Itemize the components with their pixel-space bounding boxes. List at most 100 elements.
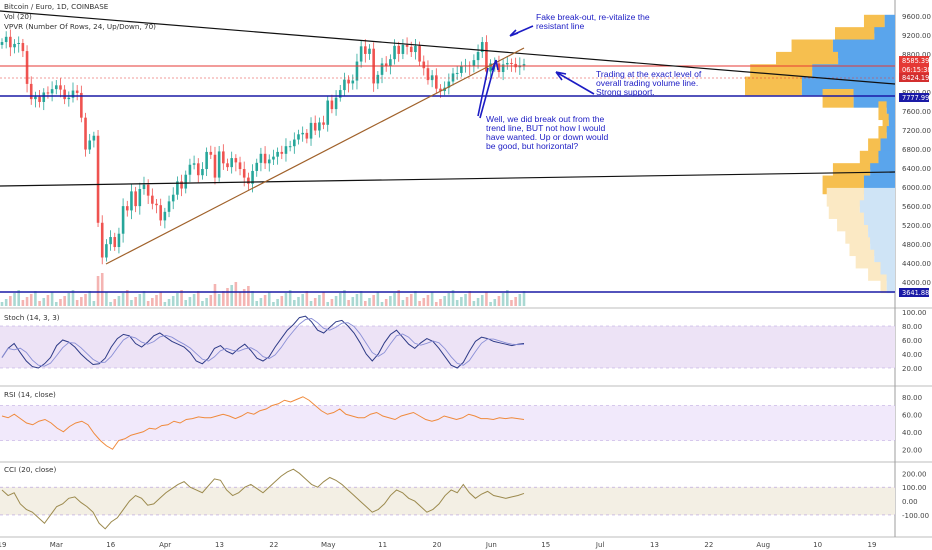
stoch-d-line xyxy=(1,318,525,367)
candle-body xyxy=(67,97,71,100)
volume-bar xyxy=(75,300,79,306)
arrow-support xyxy=(555,71,595,95)
candle-body xyxy=(242,169,246,178)
candle-body xyxy=(393,45,396,60)
support-text: 7777.99 xyxy=(902,94,929,102)
price-tick-label: 4800.00 xyxy=(902,241,931,249)
x-tick-label: 19 xyxy=(868,541,877,549)
volume-bar xyxy=(138,294,142,306)
stoch-tick-label: 20.00 xyxy=(902,365,922,373)
x-tick-label: 20 xyxy=(433,541,442,549)
volume-bar xyxy=(318,295,321,306)
candle-body xyxy=(472,60,476,67)
price-tick-label: 4000.00 xyxy=(902,279,931,287)
candle-body xyxy=(105,244,108,258)
volume-bar xyxy=(422,298,426,306)
vpvr-up-bar xyxy=(886,274,895,294)
cci-tick-label: 200.00 xyxy=(902,470,927,478)
volume-bar xyxy=(472,301,476,306)
annotation-breakout-4: be good, but horizontal? xyxy=(486,141,578,151)
candle-body xyxy=(380,63,384,75)
volume-bar xyxy=(92,301,96,306)
candle-body xyxy=(117,233,121,248)
volume-bar xyxy=(347,300,350,306)
open-price-tag xyxy=(899,73,929,82)
volume-bar xyxy=(21,300,25,306)
candle-body xyxy=(163,211,167,221)
price-tick-label: 6000.00 xyxy=(902,184,931,192)
volume-bar xyxy=(355,294,359,306)
volume-bar xyxy=(501,293,505,306)
volume-bar xyxy=(464,294,467,306)
volume-bar xyxy=(255,301,259,306)
candle-body xyxy=(288,146,292,148)
volume-bar xyxy=(384,299,388,306)
price-tick-label: 7200.00 xyxy=(902,127,931,135)
candle-body xyxy=(17,42,20,44)
volume-bar xyxy=(393,293,396,306)
volume-bar xyxy=(313,298,317,306)
stoch-line xyxy=(1,315,525,369)
volume-bar xyxy=(88,291,91,306)
candle-body xyxy=(46,92,50,94)
candle-body xyxy=(176,181,179,195)
ascending-trendline xyxy=(105,47,525,265)
candle-body xyxy=(480,42,484,53)
volume-bar xyxy=(134,297,137,306)
volume-bar xyxy=(468,291,472,306)
candle-body xyxy=(334,97,338,110)
volume-bar xyxy=(414,291,417,306)
price-tick-label: 8800.00 xyxy=(902,51,931,59)
cci-tick-label: 100.00 xyxy=(902,484,927,492)
candle-body xyxy=(414,45,417,53)
candle-body xyxy=(347,79,350,84)
vpvr-down-bar xyxy=(880,274,887,294)
volume-bar xyxy=(84,294,87,306)
stoch-tick-label: 60.00 xyxy=(902,337,922,345)
volume-bar xyxy=(447,293,451,306)
volume-bar xyxy=(351,297,355,306)
candle-body xyxy=(255,162,259,171)
volume-bar xyxy=(480,295,484,306)
annotation-fake-breakout-1: Fake break-out, re-vitalize the xyxy=(536,12,650,22)
x-tick-label: 10 xyxy=(813,541,822,549)
arrow-fake-breakout xyxy=(509,25,534,37)
volume-bar xyxy=(405,297,409,306)
volume-bar xyxy=(163,302,167,306)
volume-bar xyxy=(251,291,254,306)
vpvr-down-bar xyxy=(882,113,889,133)
candle-body xyxy=(376,74,380,84)
open-price-text: 8424.19 xyxy=(902,74,929,82)
volume-bar xyxy=(50,292,54,306)
volume-bar xyxy=(389,296,392,306)
volume-bar xyxy=(230,285,233,306)
candle-body xyxy=(25,51,29,84)
low-support-tag xyxy=(899,288,929,297)
candle-body xyxy=(485,42,488,72)
volume-bar xyxy=(117,296,121,306)
candle-body xyxy=(138,189,142,207)
candle-body xyxy=(59,85,62,90)
candle-body xyxy=(196,163,200,176)
candle-body xyxy=(130,191,133,211)
annotation-breakout-3: have wanted. Up or down would xyxy=(486,132,609,142)
candle-body xyxy=(38,96,41,102)
vpvr-up-bar xyxy=(884,14,895,34)
vpvr-down-bar xyxy=(868,262,881,281)
candle-body xyxy=(234,158,238,163)
candle-body xyxy=(460,66,463,73)
volume-bar xyxy=(80,297,83,306)
vpvr-up-bar xyxy=(886,126,895,145)
candle-body xyxy=(84,117,87,150)
candle-body xyxy=(121,206,125,234)
candle-body xyxy=(213,154,217,178)
x-tick-label: 11 xyxy=(378,541,387,549)
volume-bar xyxy=(276,299,279,306)
candle-body xyxy=(318,122,321,131)
x-tick-label: Mar xyxy=(50,541,63,549)
volume-bar xyxy=(460,297,463,306)
x-tick-label: 19 xyxy=(0,541,6,549)
annotation-support-3: Strong support. xyxy=(596,87,655,97)
candle-body xyxy=(109,237,112,245)
volume-bar xyxy=(435,302,438,306)
